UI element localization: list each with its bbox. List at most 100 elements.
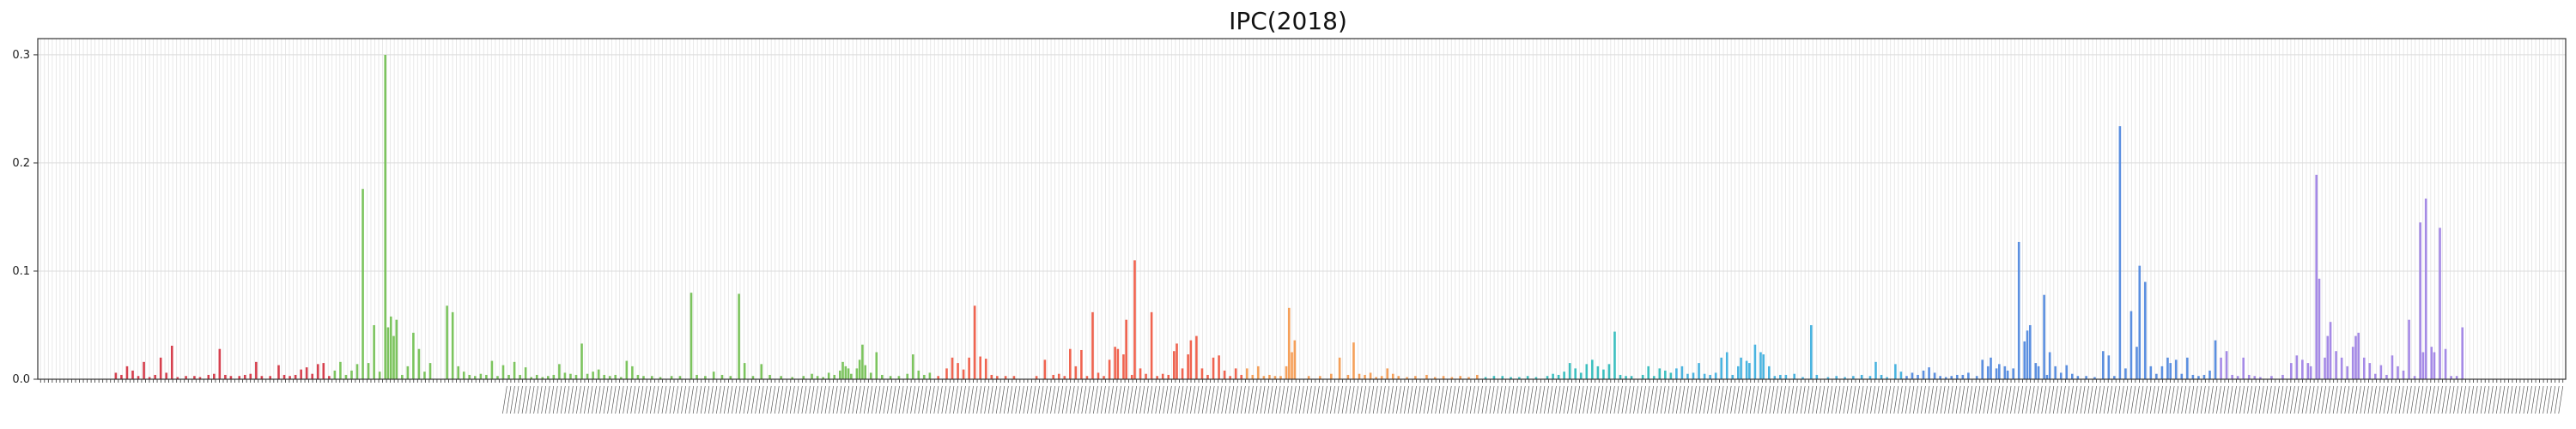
x-tick-label	[1807, 385, 1814, 414]
bar	[1579, 372, 1583, 379]
bar	[120, 374, 123, 379]
bar	[1391, 373, 1394, 379]
bar	[2433, 352, 2436, 379]
bar	[2421, 352, 2425, 379]
bar	[791, 377, 793, 379]
x-tick-label	[852, 385, 858, 414]
bar	[474, 376, 477, 379]
x-tick-label	[2006, 385, 2012, 414]
bar	[1773, 376, 1777, 379]
x-tick-label	[1656, 385, 1662, 414]
bar	[841, 361, 844, 379]
x-tick-label	[2189, 385, 2195, 414]
x-tick-label	[1346, 385, 1351, 414]
bar	[378, 372, 381, 379]
x-tick-label	[2453, 385, 2458, 414]
x-tick-label	[1069, 385, 1075, 414]
bar	[1063, 376, 1066, 379]
x-tick-label	[1897, 385, 1903, 414]
bar	[850, 373, 853, 379]
bar	[1285, 366, 1288, 379]
x-tick-label	[2099, 385, 2105, 414]
bar	[2026, 330, 2029, 379]
x-tick-label	[615, 385, 621, 414]
x-tick-label	[2317, 385, 2323, 414]
bar	[1116, 348, 1120, 379]
bar	[1526, 376, 1529, 379]
x-tick-label	[860, 385, 866, 414]
x-tick-label	[1637, 385, 1643, 414]
x-tick-label	[1338, 385, 1343, 414]
bar	[2326, 335, 2330, 379]
bar	[580, 343, 583, 379]
bar	[541, 377, 544, 379]
bar	[889, 376, 892, 379]
x-tick-label	[2239, 385, 2245, 414]
x-tick-label	[646, 385, 652, 414]
bar	[780, 376, 782, 379]
x-tick-label	[1734, 385, 1740, 414]
bar	[1779, 374, 1782, 379]
x-tick-label	[2014, 385, 2020, 414]
bar	[1613, 331, 1616, 379]
x-tick-label	[2464, 385, 2470, 414]
bar	[1156, 376, 1158, 379]
x-tick-label	[1738, 385, 1744, 414]
x-tick-label	[1194, 385, 1200, 414]
bar	[2461, 327, 2464, 379]
bar	[468, 374, 471, 379]
bar	[2065, 365, 2069, 379]
x-tick-label	[592, 385, 597, 414]
x-tick-label	[1139, 385, 1145, 414]
bar	[1467, 377, 1470, 379]
x-tick-label	[2329, 385, 2335, 414]
x-tick-label	[1870, 385, 1875, 414]
x-tick-label	[961, 385, 966, 414]
bar	[417, 348, 421, 379]
bar	[1563, 372, 1565, 379]
x-tick-label	[2018, 385, 2023, 414]
bar	[2101, 351, 2105, 379]
bar	[361, 189, 364, 379]
bar	[1004, 376, 1007, 379]
x-tick-label	[1746, 385, 1752, 414]
x-tick-label	[1155, 385, 1161, 414]
x-tick-label	[1147, 385, 1153, 414]
bar	[597, 369, 600, 379]
x-tick-label	[1621, 385, 1627, 414]
x-tick-label	[1832, 385, 1837, 414]
bar	[125, 366, 129, 379]
x-tick-label	[1959, 385, 1965, 414]
x-tick-label	[836, 385, 841, 414]
x-tick-label	[700, 385, 706, 414]
x-tick-label	[2044, 385, 2050, 414]
x-tick-label	[623, 385, 629, 414]
bar	[1585, 364, 1589, 379]
bar	[501, 365, 505, 379]
bar	[131, 370, 134, 379]
x-tick-label	[2057, 385, 2063, 414]
x-tick-label	[2391, 385, 2397, 414]
bar	[1944, 377, 1947, 379]
bar	[2118, 126, 2122, 380]
bar	[2169, 363, 2172, 379]
bar	[333, 370, 337, 379]
bar	[1380, 376, 1383, 379]
x-tick-label	[2161, 385, 2167, 414]
x-tick-label	[766, 385, 772, 414]
x-tick-label	[1124, 385, 1129, 414]
bar	[1492, 376, 1496, 379]
bar	[1680, 366, 1684, 379]
x-tick-label	[1003, 385, 1009, 414]
bar	[535, 374, 538, 379]
bar	[642, 376, 645, 379]
bar	[137, 376, 140, 379]
bar	[2085, 376, 2087, 379]
bar	[185, 376, 187, 379]
x-tick-label	[1027, 385, 1032, 414]
y-axis: 0.0 0.1 0.2 0.3	[12, 49, 38, 386]
x-tick-label	[2445, 385, 2451, 414]
x-tick-label	[2418, 385, 2424, 414]
x-tick-label	[1606, 385, 1612, 414]
bar	[1510, 377, 1512, 379]
